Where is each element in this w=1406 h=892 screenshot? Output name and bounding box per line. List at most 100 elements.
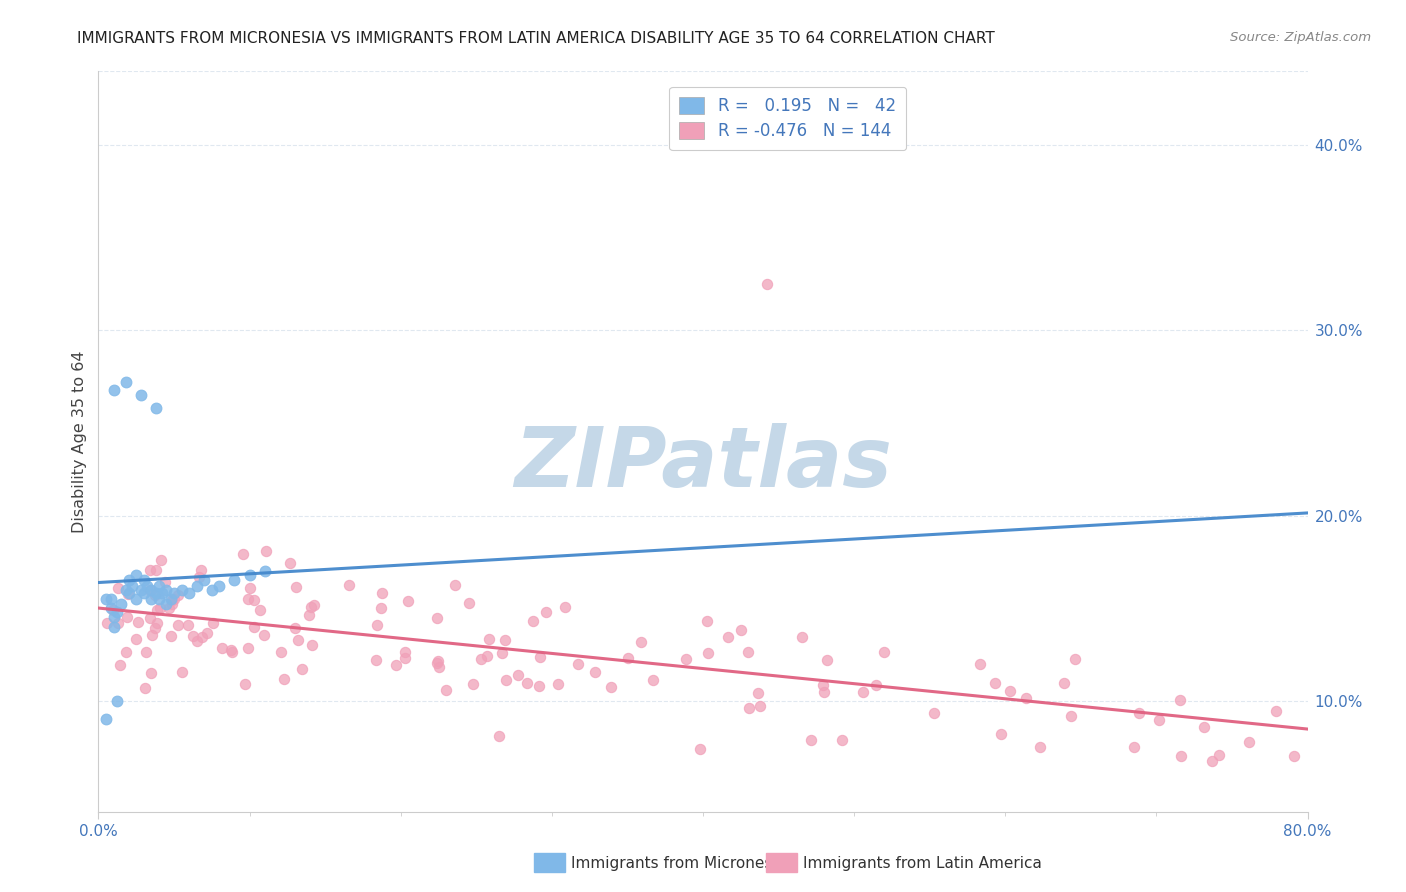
- Point: [547, 676, 569, 690]
- Point: [1170, 749, 1192, 764]
- Point: [202, 616, 225, 631]
- Point: [143, 621, 166, 635]
- Point: [117, 610, 139, 624]
- Point: [129, 388, 152, 402]
- Point: [125, 591, 148, 606]
- Point: [291, 662, 314, 676]
- Point: [103, 619, 125, 633]
- Point: [491, 647, 513, 661]
- Point: [813, 685, 835, 699]
- Point: [872, 644, 894, 658]
- Point: [675, 652, 697, 666]
- Point: [105, 605, 128, 619]
- Point: [270, 645, 292, 659]
- Point: [160, 629, 183, 643]
- Point: [273, 672, 295, 686]
- Point: [339, 577, 361, 591]
- Point: [127, 615, 149, 629]
- Point: [141, 582, 163, 597]
- Point: [103, 603, 125, 617]
- Point: [114, 376, 136, 390]
- Point: [299, 599, 322, 614]
- Point: [643, 673, 665, 687]
- Point: [179, 586, 201, 600]
- Point: [186, 633, 208, 648]
- Point: [103, 383, 125, 397]
- Point: [135, 645, 157, 659]
- Point: [1060, 709, 1083, 723]
- Point: [495, 673, 517, 687]
- Point: [426, 611, 449, 625]
- Point: [516, 676, 538, 690]
- Point: [249, 603, 271, 617]
- Point: [385, 658, 408, 673]
- Point: [990, 727, 1012, 741]
- Point: [427, 654, 450, 668]
- Point: [630, 635, 652, 649]
- Point: [211, 641, 233, 656]
- Point: [155, 574, 177, 589]
- Point: [534, 605, 557, 619]
- Point: [494, 632, 516, 647]
- Point: [115, 645, 138, 659]
- Point: [831, 733, 853, 747]
- Point: [118, 574, 141, 588]
- Point: [224, 574, 246, 588]
- Point: [737, 645, 759, 659]
- Point: [114, 582, 136, 597]
- Point: [461, 677, 484, 691]
- Point: [201, 582, 224, 597]
- Point: [188, 570, 211, 584]
- Point: [865, 678, 887, 692]
- Point: [193, 574, 215, 588]
- Point: [1053, 675, 1076, 690]
- Point: [117, 587, 139, 601]
- Point: [301, 638, 323, 652]
- Text: Immigrants from Latin America: Immigrants from Latin America: [803, 856, 1042, 871]
- Point: [488, 729, 510, 743]
- Point: [1264, 704, 1286, 718]
- Point: [983, 676, 1005, 690]
- Point: [730, 623, 752, 637]
- Point: [150, 553, 173, 567]
- Point: [146, 616, 169, 631]
- Text: IMMIGRANTS FROM MICRONESIA VS IMMIGRANTS FROM LATIN AMERICA DISABILITY AGE 35 TO: IMMIGRANTS FROM MICRONESIA VS IMMIGRANTS…: [77, 31, 995, 46]
- Point: [148, 591, 170, 606]
- Point: [852, 685, 875, 699]
- Point: [155, 598, 177, 612]
- Point: [522, 614, 544, 628]
- Point: [457, 596, 479, 610]
- Point: [1208, 748, 1230, 763]
- Point: [141, 591, 163, 606]
- Point: [145, 586, 167, 600]
- Point: [166, 588, 188, 602]
- Point: [1201, 754, 1223, 768]
- Point: [242, 592, 264, 607]
- Point: [181, 629, 204, 643]
- Point: [139, 611, 162, 625]
- Point: [396, 594, 419, 608]
- Point: [149, 601, 172, 615]
- Point: [790, 630, 813, 644]
- Point: [475, 649, 498, 664]
- Point: [394, 651, 416, 665]
- Point: [394, 645, 416, 659]
- Point: [134, 681, 156, 695]
- Point: [145, 401, 167, 416]
- Point: [132, 586, 155, 600]
- Point: [145, 563, 167, 577]
- Point: [253, 564, 276, 578]
- Point: [755, 277, 778, 292]
- Point: [738, 701, 761, 715]
- Point: [139, 582, 162, 597]
- Point: [219, 643, 242, 657]
- Point: [239, 582, 262, 596]
- Point: [800, 732, 823, 747]
- Point: [105, 694, 128, 708]
- Point: [1168, 693, 1191, 707]
- Point: [529, 679, 551, 693]
- Point: [170, 665, 193, 680]
- Point: [160, 591, 183, 606]
- Point: [254, 543, 277, 558]
- Point: [696, 646, 718, 660]
